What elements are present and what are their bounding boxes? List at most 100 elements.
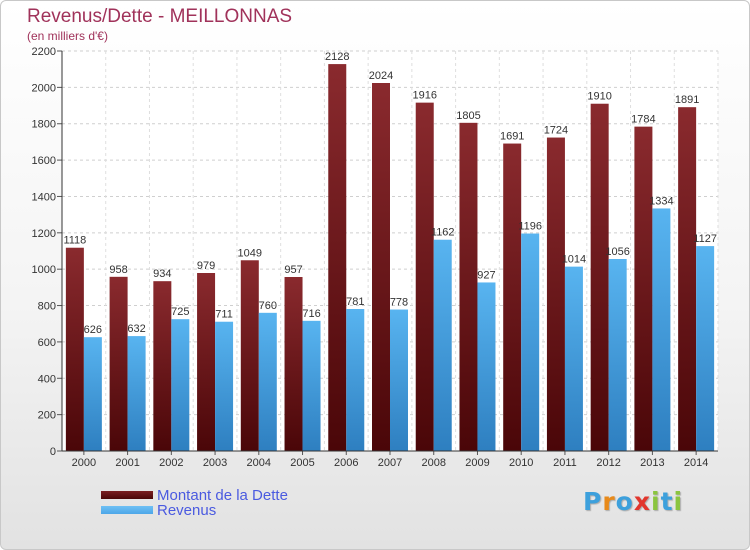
bar-revenus (608, 259, 627, 451)
logo-letter: i (651, 487, 661, 516)
y-tick-label: 1200 (32, 228, 56, 240)
data-label: 781 (346, 296, 364, 308)
data-label: 716 (302, 308, 320, 320)
data-label: 1334 (649, 195, 673, 207)
bar-dette (459, 122, 478, 452)
data-label: 760 (259, 300, 277, 312)
data-label: 711 (215, 309, 233, 321)
bar-revenus (696, 246, 715, 451)
x-tick-label: 2003 (203, 457, 227, 469)
data-label: 958 (109, 264, 127, 276)
y-tick-label: 1000 (32, 264, 56, 276)
bar-dette (634, 126, 653, 452)
chart-subtitle: (en milliers d'€) (27, 29, 108, 43)
proxiti-logo: Proxiti (583, 487, 683, 516)
x-tick-label: 2013 (640, 457, 664, 469)
legend-label-revenus: Revenus (157, 501, 217, 519)
data-label: 725 (171, 306, 189, 318)
logo-letter: x (633, 487, 651, 516)
y-tick-label: 200 (38, 410, 56, 422)
x-tick-label: 2002 (159, 457, 183, 469)
bar-revenus (215, 321, 234, 451)
y-tick-label: 1600 (32, 155, 56, 167)
bar-dette (240, 260, 259, 451)
bar-revenus (477, 282, 496, 451)
y-tick-label: 1400 (32, 191, 56, 203)
bar-dette (65, 247, 84, 451)
bar-dette (328, 64, 347, 451)
bar-dette (503, 143, 522, 451)
data-label: 979 (197, 260, 215, 272)
x-tick-label: 2009 (465, 457, 489, 469)
data-label: 1049 (238, 247, 262, 259)
chart-title: Revenus/Dette - MEILLONNAS (27, 6, 293, 27)
x-tick-label: 2007 (378, 457, 402, 469)
data-label: 1196 (518, 221, 542, 233)
legend-swatch-debt (101, 491, 153, 499)
x-tick-label: 2004 (247, 457, 271, 469)
legend-swatch-revenus (101, 506, 153, 514)
data-label: 1724 (544, 125, 568, 137)
bar-revenus (83, 337, 102, 451)
bar-dette (590, 103, 609, 452)
bar-dette (284, 277, 303, 451)
data-label: 957 (284, 264, 302, 276)
bar-dette (546, 137, 565, 451)
logo-letter: o (615, 487, 634, 516)
bar-revenus (258, 312, 277, 451)
bar-revenus (346, 309, 365, 451)
logo-letter: P (583, 487, 603, 516)
bar-dette (678, 107, 697, 451)
data-label: 2128 (325, 51, 349, 63)
data-label: 1910 (587, 91, 611, 103)
x-tick-label: 2011 (553, 457, 577, 469)
data-label: 1056 (605, 246, 629, 258)
bar-revenus (390, 309, 408, 451)
x-tick-label: 2001 (115, 457, 139, 469)
data-label: 2024 (369, 70, 393, 82)
data-label: 1118 (63, 235, 86, 247)
bar-dette (109, 276, 128, 451)
bar-revenus (171, 319, 190, 451)
data-label: 626 (84, 324, 102, 336)
x-tick-label: 2005 (290, 457, 314, 469)
data-label: 1916 (412, 90, 436, 102)
bar-revenus (652, 208, 671, 451)
data-label: 1784 (631, 114, 655, 126)
bar-revenus (433, 239, 452, 451)
bar-revenus (127, 336, 146, 451)
y-tick-label: 800 (38, 301, 56, 313)
y-tick-label: 1800 (32, 119, 56, 131)
bar-dette (415, 102, 434, 452)
x-tick-label: 2012 (596, 457, 620, 469)
bar-revenus (521, 233, 540, 451)
data-label: 1127 (693, 233, 717, 245)
x-tick-label: 2008 (421, 457, 445, 469)
bar-dette (153, 281, 172, 451)
legend-entry-debt: Montant de la Dette (101, 487, 288, 504)
y-tick-label: 2200 (32, 46, 56, 58)
logo-letter: i (673, 487, 684, 516)
x-tick-label: 2000 (72, 457, 96, 469)
logo-letter: r (602, 487, 616, 516)
y-tick-label: 0 (50, 446, 56, 458)
bar-revenus (564, 266, 583, 451)
bar-dette (197, 273, 216, 451)
data-label: 1691 (500, 131, 524, 143)
x-tick-label: 2006 (334, 457, 358, 469)
data-label: 1805 (456, 110, 480, 122)
x-tick-label: 2010 (509, 457, 533, 469)
x-tick-label: 2014 (684, 457, 708, 469)
y-tick-label: 2000 (32, 82, 56, 94)
data-label: 632 (127, 323, 145, 335)
data-label: 1162 (431, 227, 455, 239)
legend-entry-revenus: Revenus (101, 501, 217, 519)
y-tick-label: 600 (38, 337, 56, 349)
bar-revenus (302, 320, 321, 451)
y-tick-label: 400 (38, 373, 56, 385)
bar-dette (372, 83, 390, 451)
data-label: 1891 (675, 94, 699, 106)
data-label: 778 (390, 297, 408, 309)
